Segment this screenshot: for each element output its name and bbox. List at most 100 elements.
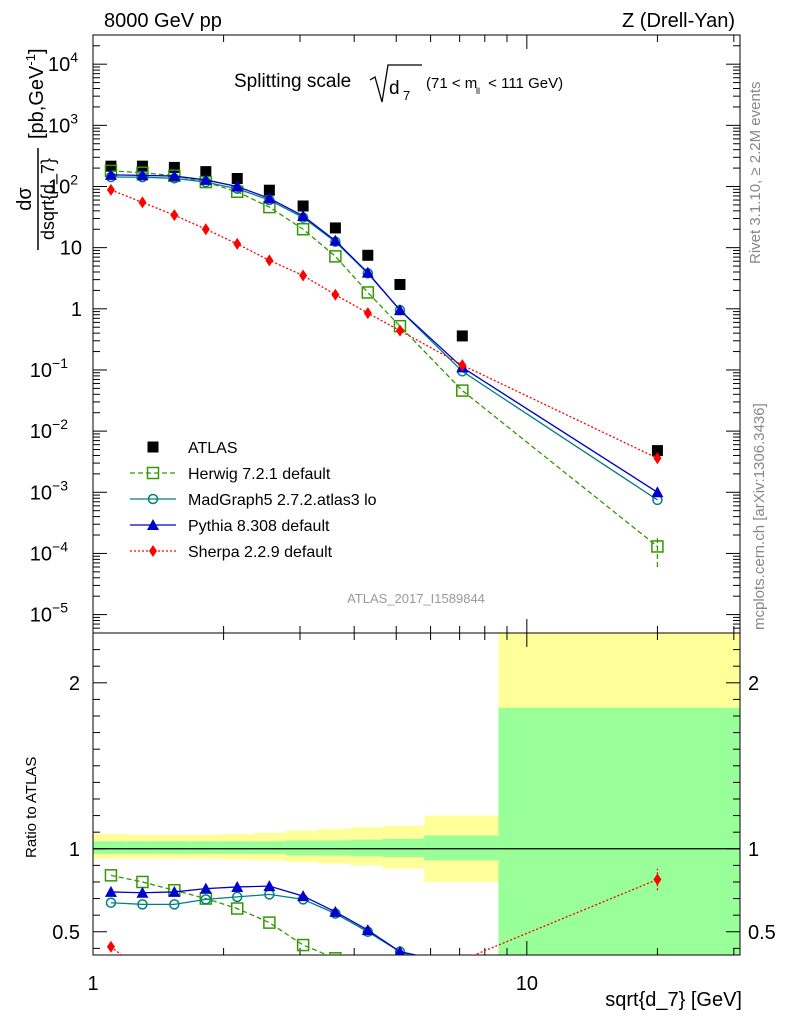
legend-label-herwig: Herwig 7.2.1 default xyxy=(188,466,331,483)
data-point-data xyxy=(394,278,406,290)
ratio-point-herwig xyxy=(296,938,310,952)
ratio-point-sherpa xyxy=(653,873,662,886)
data-point-pythia xyxy=(104,168,117,180)
ratio-axis-ticks: 1 10 0.5 0.5 1 1 2 2 xyxy=(52,633,776,995)
data-point-pythia xyxy=(297,209,310,221)
data-point-data xyxy=(136,160,148,172)
ratio-y-tick-label: 0.5 xyxy=(52,922,80,944)
ratio-point-pythia xyxy=(263,880,276,892)
ratio-y-tick-label: 1 xyxy=(69,839,80,861)
ratio-y-tick-label-right: 0.5 xyxy=(748,922,776,944)
y-tick-label: 102 xyxy=(48,171,78,198)
band-inner xyxy=(498,707,740,955)
y-tick-label: 10−4 xyxy=(30,538,68,565)
analysis-id: ATLAS_2017_I1589844 xyxy=(347,591,485,606)
ratio-point-madgraph xyxy=(105,897,117,908)
data-point-data xyxy=(329,222,341,234)
band-inner xyxy=(93,841,128,854)
data-point-data xyxy=(362,249,374,261)
legend: ATLAS Herwig 7.2.1 default MadGraph5 2.7.2… xyxy=(130,440,377,561)
band-inner xyxy=(253,841,286,854)
legend-marker-herwig xyxy=(146,466,160,480)
plot-title: Splitting scale d 7 (71 < m ll < 111 GeV… xyxy=(234,64,563,103)
data-point-sherpa xyxy=(363,307,372,320)
title-main: Splitting scale xyxy=(234,71,351,92)
data-point-sherpa xyxy=(331,288,340,301)
data-point-sherpa xyxy=(653,452,662,465)
main-ylabel: dσ dsqrt{d_7} [pb,GeV-1] xyxy=(14,48,59,250)
data-point-pythia xyxy=(393,304,406,316)
data-point-herwig xyxy=(651,540,664,553)
data-point-sherpa xyxy=(299,269,308,282)
ratio-point-herwig xyxy=(230,902,244,915)
band-inner xyxy=(285,840,318,856)
header-right: Z (Drell-Yan) xyxy=(622,10,735,32)
data-point-herwig xyxy=(329,250,342,263)
x-tick-label: 1 xyxy=(87,973,98,995)
band-inner xyxy=(424,835,499,861)
data-point-data xyxy=(456,330,468,342)
ylabel-numerator: dσ xyxy=(14,187,36,211)
band-inner xyxy=(159,841,191,854)
data-point-sherpa xyxy=(265,254,274,267)
ratio-y-tick-label: 2 xyxy=(69,673,80,695)
data-point-data xyxy=(168,161,180,173)
data-point-data xyxy=(297,200,309,212)
data-point-sherpa xyxy=(458,359,467,372)
data-point-pythia xyxy=(168,170,181,182)
ratio-point-pythia xyxy=(104,885,117,897)
band-inner xyxy=(317,840,351,856)
data-point-data xyxy=(200,166,212,178)
y-tick-label: 10 xyxy=(60,238,82,260)
y-tick-label: 10−3 xyxy=(30,477,68,504)
data-point-pythia xyxy=(199,173,212,185)
data-point-sherpa xyxy=(395,324,404,337)
ratio-point-herwig xyxy=(329,952,342,955)
legend-marker-data xyxy=(147,441,159,453)
ratio-point-herwig xyxy=(263,916,276,929)
y-tick-label: 10−1 xyxy=(30,355,68,382)
ratio-point-pythia xyxy=(136,886,149,898)
ratio-series-clipped xyxy=(104,868,662,955)
y-tick-label: 10−2 xyxy=(30,416,68,443)
y-tick-label: 10−5 xyxy=(30,600,68,627)
legend-label-madgraph: MadGraph5 2.7.2.atlas3 lo xyxy=(188,492,377,509)
ratio-point-madgraph xyxy=(137,899,148,910)
ratio-point-pythia xyxy=(199,882,212,894)
data-point-sherpa xyxy=(170,209,179,222)
y-tick-label: 103 xyxy=(48,110,78,137)
data-point-sherpa xyxy=(138,196,147,209)
data-point-pythia xyxy=(263,192,276,204)
ylabel-unit: [pb,GeV-1] xyxy=(23,48,48,139)
band-inner xyxy=(350,839,383,857)
ratio-uncertainty-bands xyxy=(93,633,740,955)
ratio-point-pythia xyxy=(329,905,342,917)
ratio-point-herwig xyxy=(104,869,118,882)
band-inner xyxy=(221,841,254,854)
legend-label-data: ATLAS xyxy=(188,440,238,457)
ratio-point-pythia xyxy=(361,924,374,936)
sqrt-symbol xyxy=(369,64,422,103)
legend-marker-madgraph xyxy=(147,493,159,505)
series-line-pythia xyxy=(110,174,658,493)
ratio-point-madgraph xyxy=(231,891,243,903)
ratio-point-pythia xyxy=(168,885,181,897)
ratio-point-madgraph xyxy=(169,899,180,910)
title-cut-sub: ll xyxy=(476,86,480,96)
data-point-pythia xyxy=(329,234,342,246)
legend-label-pythia: Pythia 8.308 default xyxy=(188,518,330,535)
ratio-point-madgraph xyxy=(200,894,212,905)
legend-label-sherpa: Sherpa 2.2.9 default xyxy=(188,544,333,561)
ratio-point-pythia xyxy=(394,945,406,955)
data-point-data xyxy=(651,445,663,457)
title-sqrt-body: d xyxy=(389,78,400,99)
ratio-point-pythia xyxy=(231,880,244,892)
data-point-sherpa xyxy=(233,237,242,250)
data-point-pythia xyxy=(231,180,244,192)
legend-marker-sherpa xyxy=(149,545,157,557)
ratio-y-tick-label-right: 2 xyxy=(748,673,759,695)
series-line-sherpa xyxy=(110,189,658,459)
title-sqrt-sub: 7 xyxy=(403,88,410,103)
